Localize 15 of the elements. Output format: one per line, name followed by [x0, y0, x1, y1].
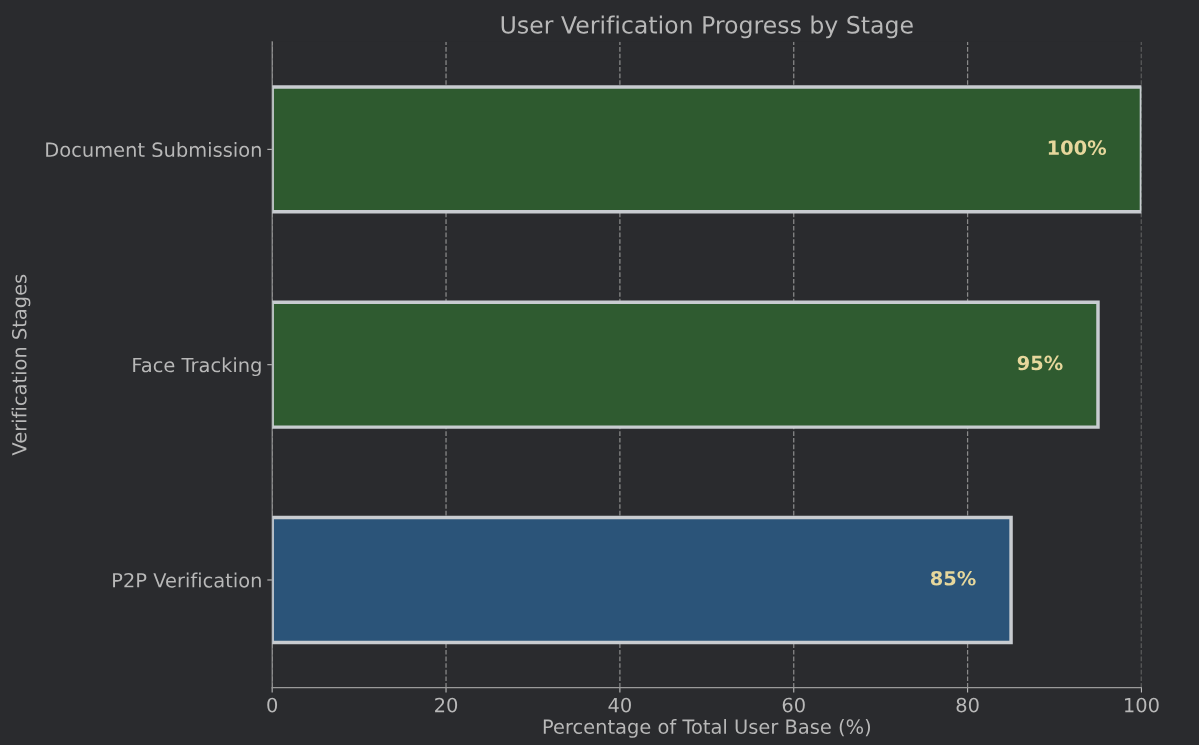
x-tick-label: 20	[435, 697, 458, 713]
y-tick-label: Document Submission	[46, 141, 261, 158]
y-axis-title: Verification Stages	[11, 274, 31, 456]
chart-title: User Verification Progress by Stage	[501, 15, 913, 39]
x-tick-label: 40	[608, 697, 631, 713]
x-axis-title: Percentage of Total User Base (%)	[543, 718, 871, 738]
x-tick-label: 60	[782, 697, 805, 713]
y-tick-label: Face Tracking	[133, 357, 261, 377]
x-tick-label: 80	[956, 697, 979, 713]
data-label: 95%	[1017, 355, 1063, 371]
x-tick-label: 100	[1125, 697, 1159, 713]
y-tick-label: P2P Verification	[113, 572, 261, 588]
data-label: 85%	[930, 570, 976, 586]
x-tick-label: 0	[267, 697, 278, 713]
data-label: 100%	[1048, 140, 1107, 156]
